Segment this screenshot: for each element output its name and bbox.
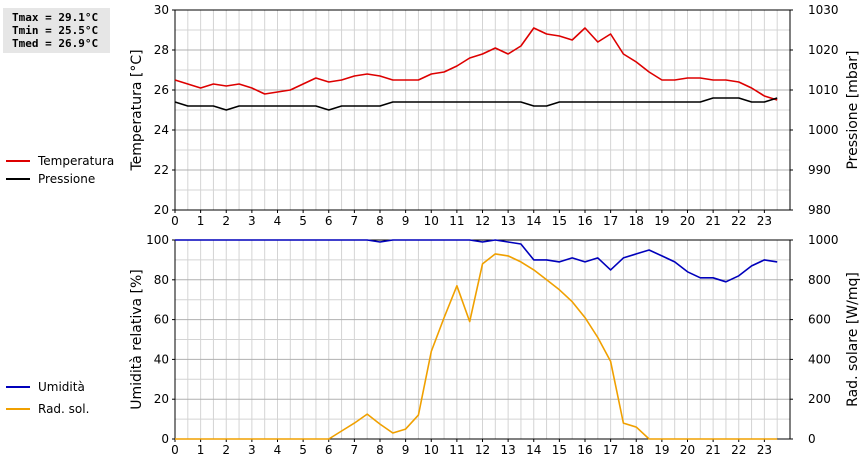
x-tick-label: 8 [376,443,384,457]
x-tick-label: 21 [705,443,720,457]
x-tick-label: 11 [449,443,464,457]
stats-box: Tmax = 29.1°C Tmin = 25.5°C Tmed = 26.9°… [3,8,110,53]
x-tick-label: 15 [552,443,567,457]
x-tick-label: 7 [351,443,359,457]
y-axis-title: Temperatura [°C] [129,49,145,171]
x-tick-label: 0 [171,443,179,457]
legend-label: Temperatura [37,154,114,168]
x-tick-label: 12 [475,443,490,457]
x-tick-label: 16 [577,443,592,457]
x-tick-label: 13 [500,214,515,228]
tmax-label: Tmax = 29.1°C [12,11,99,24]
x-tick-label: 9 [402,443,410,457]
x-tick-label: 18 [629,214,644,228]
x-tick-label: 4 [274,214,282,228]
y-tick-label: 30 [154,3,169,17]
y-axis-title: Umidità relativa [%] [129,269,145,410]
y-tick-label: 22 [154,163,169,177]
tmin-label: Tmin = 25.5°C [12,24,99,37]
y2-tick-label: 980 [808,203,831,217]
x-tick-label: 6 [325,214,333,228]
y-tick-label: 0 [161,432,169,446]
y2-tick-label: 200 [808,392,831,406]
y2-tick-label: 0 [808,432,816,446]
series-line-umidit- [175,239,778,283]
x-tick-label: 11 [449,214,464,228]
y2-tick-label: 1020 [808,43,839,57]
y-tick-label: 40 [154,352,169,366]
y-tick-label: 60 [154,313,169,327]
y2-tick-label: 990 [808,163,831,177]
y2-tick-label: 400 [808,352,831,366]
grid-panel-0 [174,9,790,211]
y2-tick-label: 1000 [808,233,839,247]
x-tick-label: 2 [222,214,230,228]
y-tick-label: 28 [154,43,169,57]
y-tick-label: 100 [146,233,169,247]
series-line-pressione [174,97,778,111]
x-tick-label: 15 [552,214,567,228]
x-tick-label: 19 [654,214,669,228]
x-tick-label: 10 [424,443,439,457]
y2-axis-title: Pressione [mbar] [845,50,860,169]
x-tick-label: 8 [376,214,384,228]
x-tick-label: 23 [757,214,772,228]
tmed-label: Tmed = 26.9°C [12,37,99,50]
y-tick-label: 26 [154,83,169,97]
y2-tick-label: 1000 [808,123,839,137]
x-tick-label: 2 [222,443,230,457]
y2-tick-label: 1010 [808,83,839,97]
y-tick-label: 20 [154,392,169,406]
x-tick-label: 4 [274,443,282,457]
y-tick-label: 24 [154,123,169,137]
x-tick-label: 17 [603,214,618,228]
y2-axis-title: Rad. solare [W/mq] [845,272,860,407]
legend-label: Rad. sol. [38,402,89,416]
y2-tick-label: 600 [808,313,831,327]
x-tick-label: 22 [731,214,746,228]
series-line-temperatura [174,27,778,101]
x-tick-label: 19 [654,443,669,457]
series-line-rad-sol- [175,253,778,440]
y-tick-label: 80 [154,273,169,287]
x-tick-label: 22 [731,443,746,457]
x-tick-label: 10 [424,214,439,228]
x-tick-label: 3 [248,214,256,228]
x-tick-label: 20 [680,214,695,228]
x-tick-label: 6 [325,443,333,457]
x-tick-label: 7 [351,214,359,228]
y2-tick-label: 1030 [808,3,839,17]
x-tick-label: 14 [526,214,541,228]
x-tick-label: 20 [680,443,695,457]
legend-label: Umidità [38,380,85,394]
x-tick-label: 17 [603,443,618,457]
x-tick-label: 14 [526,443,541,457]
x-tick-label: 23 [757,443,772,457]
y-tick-label: 20 [154,203,169,217]
x-tick-label: 1 [197,214,205,228]
x-tick-label: 5 [299,214,307,228]
legend-label: Pressione [38,172,95,186]
x-tick-label: 5 [299,443,307,457]
x-tick-label: 18 [629,443,644,457]
x-tick-label: 1 [197,443,205,457]
x-tick-label: 13 [500,443,515,457]
grid-panel-1 [174,239,790,440]
y2-tick-label: 800 [808,273,831,287]
x-tick-label: 12 [475,214,490,228]
x-tick-label: 21 [705,214,720,228]
x-tick-label: 3 [248,443,256,457]
x-tick-label: 0 [171,214,179,228]
x-tick-label: 9 [402,214,410,228]
x-tick-label: 16 [577,214,592,228]
